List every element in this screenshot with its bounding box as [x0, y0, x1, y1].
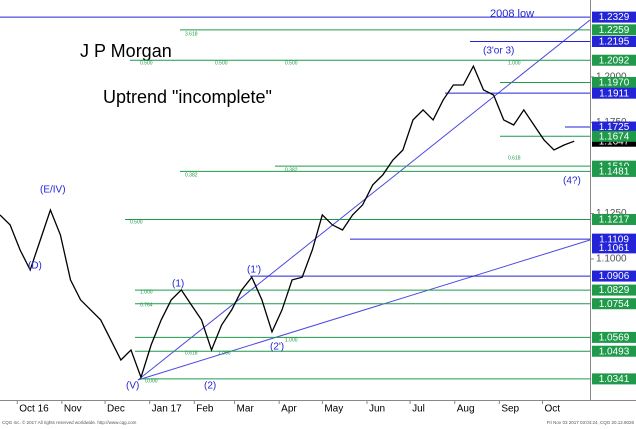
fib-label: 0.618 — [508, 155, 521, 161]
fib-label: 1.000 — [508, 60, 521, 66]
level-label: 1.1061 — [599, 243, 630, 254]
wave-label: (D) — [28, 261, 42, 272]
x-tick-label: Oct 16 — [19, 404, 49, 415]
fib-label: 0.500 — [140, 60, 153, 66]
level-box — [592, 270, 636, 282]
wave-label: (1) — [172, 279, 184, 290]
x-tick-label: Nov — [64, 404, 82, 415]
level-label: 1.1674 — [599, 131, 630, 142]
level-label: 1.0829 — [599, 285, 630, 296]
wave-label: (4?) — [563, 176, 581, 187]
x-tick-label: Oct — [545, 404, 561, 415]
fib-label: 1.000 — [218, 350, 231, 356]
level-label: 1.1109 — [599, 234, 629, 245]
level-box — [592, 331, 636, 343]
x-tick-label: Mar — [237, 404, 255, 415]
fib-label: 0.764 — [140, 302, 153, 308]
y-tick-label: 1.1000 — [596, 254, 627, 265]
level-label: 1.1647 — [599, 136, 630, 147]
level-label: 1.0906 — [599, 271, 630, 282]
chart-subtitle: Uptrend "incomplete" — [103, 87, 272, 107]
chart-title: J P Morgan — [80, 41, 172, 61]
y-tick-label: 1.1250 — [596, 208, 627, 219]
trendline — [137, 19, 591, 381]
wave-label: (V) — [126, 381, 139, 392]
level-box — [592, 121, 636, 133]
level-box — [592, 213, 636, 225]
level-box — [592, 130, 636, 142]
level-box — [592, 87, 636, 99]
fib-label: 3.618 — [185, 31, 198, 37]
footer-left: CQG Inc. © 2017 All rights reserved worl… — [2, 419, 137, 425]
x-tick-label: May — [324, 404, 343, 415]
level-box — [592, 242, 636, 254]
level-box — [592, 11, 636, 23]
level-box — [592, 54, 636, 66]
level-label: 1.2195 — [599, 37, 630, 48]
level-label: 1.0341 — [599, 374, 630, 385]
x-tick-label: Jan 17 — [152, 404, 182, 415]
level-label: 1.1725 — [599, 122, 630, 133]
level-box — [592, 345, 636, 357]
fib-label: 0.500 — [215, 60, 228, 66]
wave-label: (1') — [247, 265, 261, 276]
trendline — [137, 239, 591, 381]
x-tick-label: Apr — [281, 404, 297, 415]
fib-label: 0.500 — [285, 60, 298, 66]
wave-label: (2) — [204, 381, 216, 392]
level-box — [592, 298, 636, 310]
level-label: 1.1970 — [599, 78, 630, 89]
level-label: 1.1217 — [599, 215, 630, 226]
fib-label: 1.000 — [140, 289, 153, 295]
wave-label: (3'or 3) — [483, 46, 514, 57]
level-label: 1.2329 — [599, 12, 630, 23]
level-label: 1.1481 — [599, 167, 630, 178]
fib-label: 0.382 — [185, 172, 198, 178]
fib-label: 0.382 — [285, 167, 298, 173]
fib-label: 1.000 — [285, 337, 298, 343]
level-label: 1.2259 — [599, 25, 630, 36]
level-box — [592, 284, 636, 296]
x-tick-label: Jul — [412, 404, 425, 415]
x-tick-label: Jun — [369, 404, 385, 415]
x-tick-label: Dec — [107, 404, 125, 415]
level-label: 1.0569 — [599, 333, 630, 344]
level-label: 1.0754 — [599, 299, 630, 310]
x-tick-label: Feb — [196, 404, 214, 415]
x-tick-label: Aug — [457, 404, 475, 415]
level-box — [592, 24, 636, 36]
level-label: 1.2092 — [599, 55, 630, 66]
fib-label: 0.500 — [130, 219, 143, 225]
fib-label: 0.000 — [145, 378, 158, 384]
wave-label: (E/IV) — [40, 185, 66, 196]
level-box — [592, 233, 636, 245]
fib-label: 0.618 — [185, 350, 198, 356]
price-line — [0, 64, 575, 380]
footer-right: Fri Nov 03 2017 03:04:24, CQG 20.12.8026 — [547, 420, 635, 425]
level-label: 1.0493 — [599, 346, 630, 357]
x-tick-label: Sep — [501, 404, 519, 415]
level-box — [592, 165, 636, 177]
wave-label: (2') — [270, 342, 284, 353]
wave-label: 2008 low — [490, 8, 534, 20]
level-box — [592, 35, 636, 47]
level-box — [592, 76, 636, 88]
level-label: 1.1911 — [599, 88, 629, 99]
level-box — [592, 373, 636, 385]
